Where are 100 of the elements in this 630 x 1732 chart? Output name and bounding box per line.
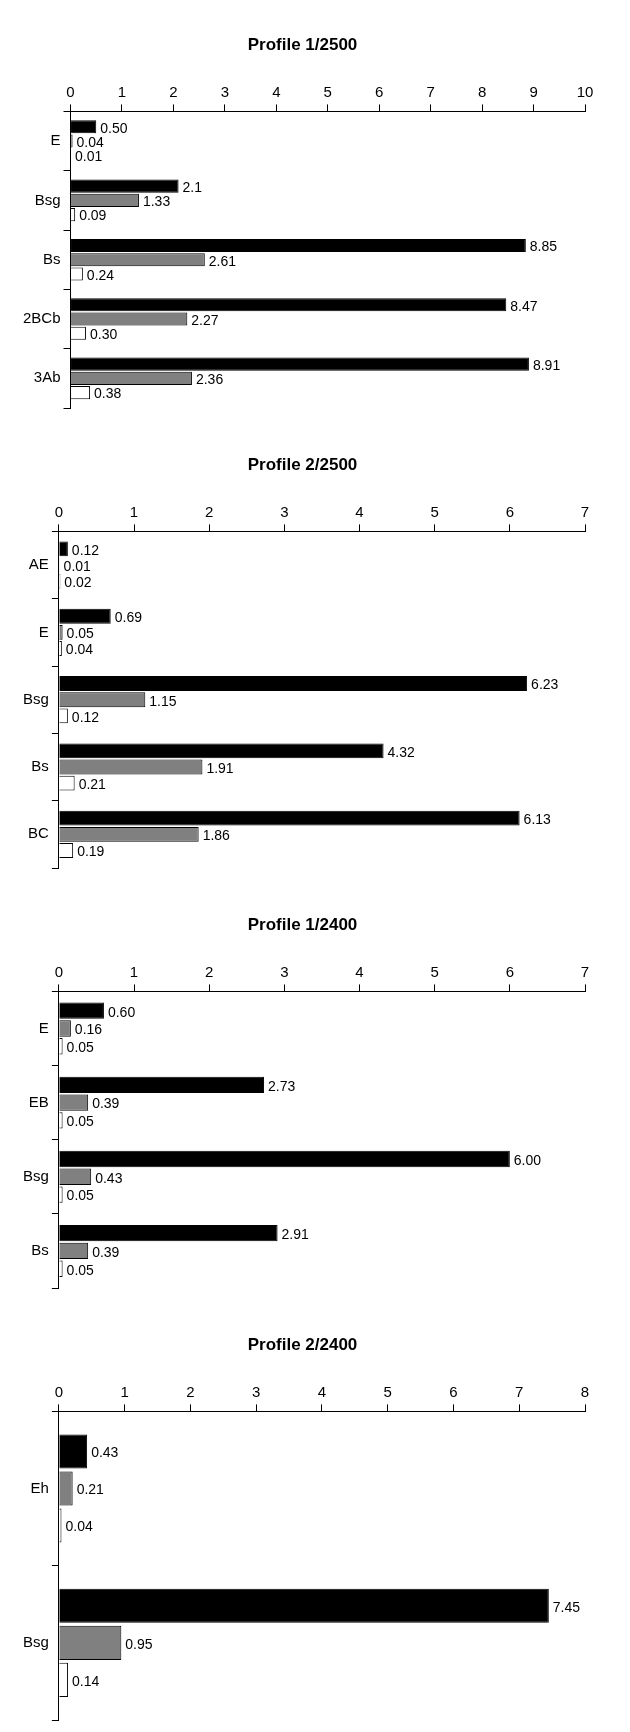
data-label: 0.21	[76, 1481, 105, 1498]
x-tick-label: 0	[66, 82, 75, 100]
data-label: 0.39	[92, 1243, 120, 1260]
x-tick-label: 8	[580, 1382, 590, 1400]
data-label: 8.91	[532, 356, 561, 373]
data-label: 0.02	[64, 574, 92, 591]
data-label: 0.12	[71, 541, 100, 558]
x-tick-label: 2	[169, 82, 178, 100]
data-label: 0.05	[66, 1113, 95, 1130]
y-tick-label: Bsg	[22, 1632, 49, 1650]
x-tick-label: 3	[280, 962, 289, 980]
data-label: 0.09	[79, 207, 107, 224]
data-label: 0.39	[92, 1095, 120, 1112]
data-label: 0.43	[95, 1169, 123, 1186]
x-tick-label: 3	[251, 1382, 261, 1400]
x-tick-label: 5	[323, 82, 332, 100]
data-label: 6.13	[523, 811, 552, 828]
y-tick-label: E	[38, 1018, 49, 1036]
y-tick-label: 3Ab	[33, 368, 61, 386]
data-label: 0.38	[94, 385, 122, 402]
data-label: 2.73	[268, 1077, 296, 1094]
data-label: 6.23	[531, 676, 559, 693]
x-tick-label: 9	[529, 82, 538, 100]
data-label: 0.16	[74, 1021, 103, 1038]
x-tick-label: 7	[426, 82, 435, 100]
y-tick-label: Bs	[31, 1241, 49, 1259]
y-tick-label: EB	[28, 1092, 49, 1110]
data-label: 4.32	[387, 743, 416, 760]
x-tick-label: 0	[54, 962, 64, 980]
x-tick-label: 4	[272, 82, 281, 100]
y-tick-label: BC	[28, 824, 50, 842]
x-tick-label: 6	[505, 502, 515, 520]
data-label: 1.33	[142, 193, 171, 210]
x-tick-label: 7	[580, 962, 590, 980]
data-label: 0.05	[66, 625, 95, 642]
data-label: 2.91	[281, 1225, 310, 1242]
data-label: 0.21	[78, 776, 107, 793]
data-label: 0.04	[65, 641, 94, 658]
data-label: 2.1	[182, 179, 203, 195]
x-tick-label: 4	[317, 1382, 327, 1400]
y-tick-label: Bsg	[34, 190, 61, 208]
y-tick-label: 2BCb	[22, 309, 61, 327]
y-tick-label: E	[50, 131, 61, 149]
data-label: 0.43	[91, 1444, 119, 1461]
data-label: 0.05	[66, 1187, 95, 1204]
data-label: 0.14	[72, 1672, 100, 1689]
y-tick-label: E	[38, 622, 49, 640]
chart-title: Profile 2/2400	[247, 1334, 358, 1354]
y-tick-label: Bs	[31, 757, 49, 775]
data-label: 8.85	[529, 238, 558, 255]
data-label: 0.12	[71, 708, 100, 725]
data-label: 6.00	[513, 1151, 542, 1168]
y-tick-label: Bsg	[22, 689, 49, 707]
x-tick-label: 1	[120, 1382, 129, 1400]
data-label: 0.69	[114, 609, 143, 626]
x-tick-label: 4	[355, 962, 364, 980]
x-tick-label: 6	[505, 962, 515, 980]
data-label: 0.24	[86, 266, 115, 283]
x-tick-label: 7	[515, 1382, 524, 1400]
x-tick-label: 1	[129, 962, 139, 980]
x-tick-label: 0	[54, 502, 64, 520]
y-tick-label: AE	[28, 555, 49, 573]
data-label: 0.50	[100, 119, 128, 136]
chart-title: Profile 1/2400	[247, 914, 358, 934]
y-tick-label: Bs	[43, 249, 61, 267]
data-label: 0.05	[66, 1039, 95, 1056]
x-tick-label: 6	[449, 1382, 458, 1400]
x-tick-label: 7	[580, 502, 590, 520]
x-tick-label: 8	[477, 82, 487, 100]
data-label: 8.47	[510, 297, 538, 314]
data-label: 0.01	[75, 148, 103, 165]
chart-title: Profile 1/2500	[247, 34, 358, 54]
data-label: 0.01	[63, 557, 92, 574]
chart-title: Profile 2/2500	[247, 454, 358, 474]
data-label: 0.60	[107, 1003, 136, 1020]
x-tick-label: 0	[54, 1382, 64, 1400]
data-label: 1.86	[202, 827, 231, 844]
data-label: 7.45	[552, 1598, 581, 1615]
x-tick-label: 2	[205, 502, 214, 520]
data-label: 1.15	[149, 692, 177, 709]
data-label: 2.36	[195, 371, 224, 388]
x-tick-label: 3	[220, 82, 230, 100]
data-label: 0.95	[125, 1635, 153, 1652]
data-label: 1.91	[206, 759, 234, 776]
data-label: 0.19	[77, 843, 105, 860]
x-tick-label: 1	[129, 502, 139, 520]
x-tick-label: 5	[383, 1382, 392, 1400]
data-label: 2.27	[191, 311, 219, 328]
x-tick-label: 4	[355, 502, 364, 520]
y-tick-label: Bsg	[22, 1166, 49, 1184]
x-tick-label: 2	[186, 1382, 195, 1400]
x-tick-label: 2	[205, 962, 214, 980]
x-tick-label: 5	[430, 502, 439, 520]
y-tick-label: Eh	[30, 1478, 49, 1496]
data-label: 2.61	[208, 252, 237, 269]
data-label: 0.04	[65, 1518, 93, 1535]
x-tick-label: 3	[280, 502, 289, 520]
x-tick-label: 5	[430, 962, 439, 980]
data-label: 0.30	[89, 326, 118, 343]
data-label: 0.05	[66, 1261, 95, 1278]
